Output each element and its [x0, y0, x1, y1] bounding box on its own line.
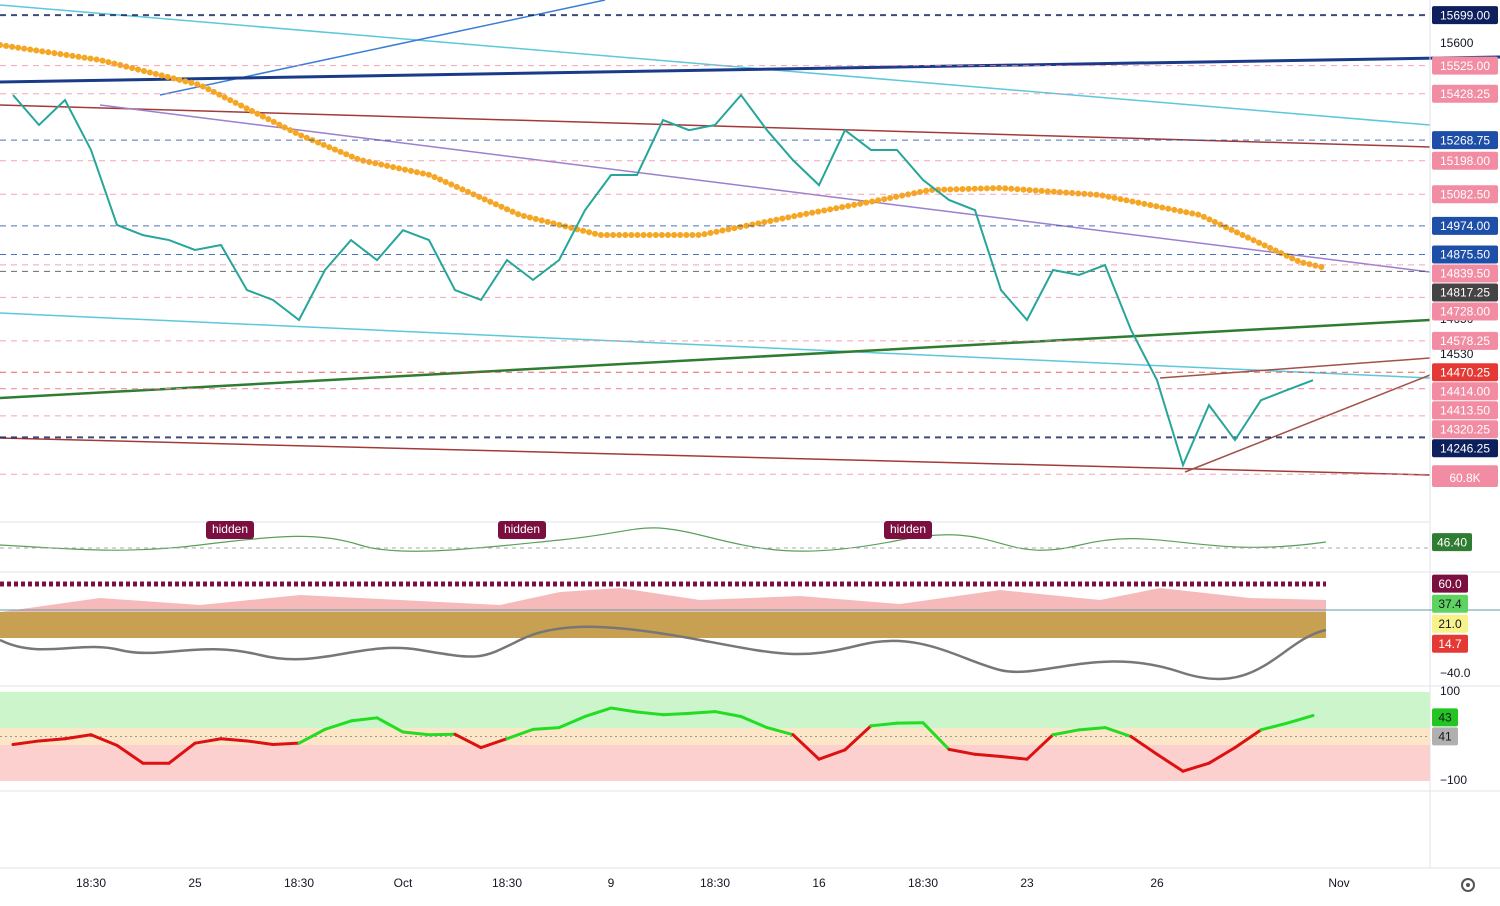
price-tag-label: 14728.00	[1440, 305, 1490, 319]
x-tick-label: Nov	[1328, 876, 1349, 890]
divergence-label: hidden	[504, 522, 540, 536]
volume-tag-label: 60.8K	[1449, 471, 1480, 485]
band-bear	[0, 745, 1430, 781]
price-tag-label: 14414.00	[1440, 384, 1490, 398]
price-tag-label: 14974.00	[1440, 219, 1490, 233]
oscillator-segment	[273, 743, 299, 744]
price-tag-label: 14320.25	[1440, 422, 1490, 436]
osc-tick-label: 100	[1440, 684, 1460, 698]
price-tag-label: 15198.00	[1440, 154, 1490, 168]
momentum-tag-label: 60.0	[1438, 577, 1462, 591]
price-tag-label: 14413.50	[1440, 403, 1490, 417]
price-tag-label: 14246.25	[1440, 441, 1490, 455]
x-tick-label: 23	[1020, 876, 1034, 890]
x-tick-label: 16	[812, 876, 826, 890]
osc-tick-label: −100	[1440, 773, 1467, 787]
gear-center[interactable]	[1466, 883, 1470, 887]
y-tick-label: 15600	[1440, 36, 1474, 50]
osc-tag-label: 43	[1438, 711, 1452, 725]
band-bull	[0, 692, 1430, 728]
x-tick-label: 18:30	[76, 876, 106, 890]
x-tick-label: Oct	[394, 876, 413, 890]
price-tag-label: 14875.50	[1440, 248, 1490, 262]
x-tick-label: 26	[1150, 876, 1164, 890]
momentum-tag-label: 37.4	[1438, 597, 1462, 611]
x-tick-label: 9	[608, 876, 615, 890]
price-tag-label: 15268.75	[1440, 133, 1490, 147]
price-tag-label: 15525.00	[1440, 59, 1490, 73]
price-tag-label: 14817.25	[1440, 286, 1490, 300]
divergence-label: hidden	[890, 522, 926, 536]
x-tick-label: 18:30	[492, 876, 522, 890]
x-tick-label: 18:30	[284, 876, 314, 890]
osc-tag-label: 41	[1438, 730, 1452, 744]
price-tag-label: 15699.00	[1440, 8, 1490, 22]
oscillator-segment	[533, 728, 559, 730]
price-tag-label: 15428.25	[1440, 87, 1490, 101]
rsi-tag-label: 46.40	[1437, 535, 1467, 549]
price-tag-label: 14470.25	[1440, 365, 1490, 379]
price-tag-label: 15082.50	[1440, 187, 1490, 201]
price-tag-label: 14578.25	[1440, 334, 1490, 348]
x-tick-label: 18:30	[908, 876, 938, 890]
x-tick-label: 18:30	[700, 876, 730, 890]
momentum-tag-label: 14.7	[1438, 637, 1462, 651]
momentum-tag-label: 21.0	[1438, 617, 1462, 631]
oscillator-segment	[689, 712, 715, 714]
oscillator-segment	[663, 713, 689, 714]
momentum-tag-label: −40.0	[1440, 666, 1471, 680]
divergence-label: hidden	[212, 522, 248, 536]
price-tag-label: 14839.50	[1440, 267, 1490, 281]
x-tick-label: 25	[188, 876, 202, 890]
